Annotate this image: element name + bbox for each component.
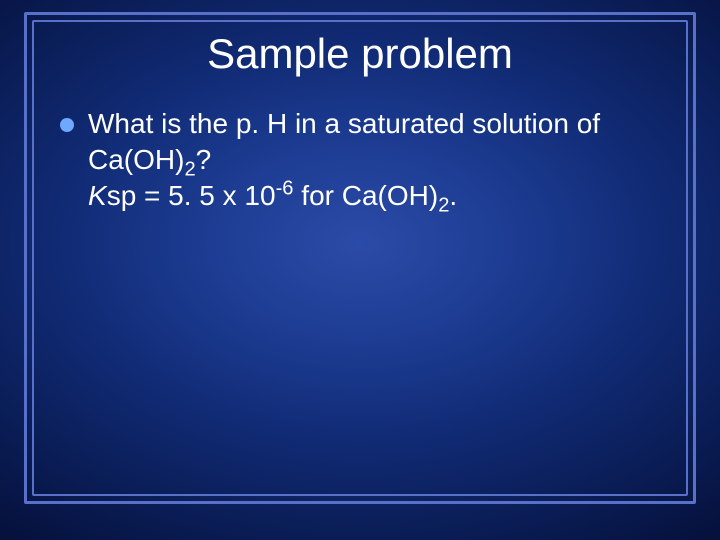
bullet-icon [60, 118, 74, 132]
text-line2-b: ? [196, 144, 212, 175]
slide: Sample problem What is the p. H in a sat… [0, 0, 720, 540]
bullet-item: What is the p. H in a saturated solution… [60, 106, 666, 213]
slide-title: Sample problem [0, 30, 720, 78]
text-line2-a: Ca(OH) [88, 144, 184, 175]
text-line2-sub: 2 [184, 158, 195, 180]
slide-content: What is the p. H in a saturated solution… [60, 106, 666, 213]
text-line3-c: . [449, 180, 457, 211]
text-line3-k: K [88, 180, 107, 211]
text-line3-a: sp = 5. 5 x 10 [107, 180, 276, 211]
frame-inner [32, 20, 688, 496]
text-line1: What is the p. H in a saturated solution… [88, 108, 600, 139]
text-line3-b: for Ca(OH) [294, 180, 439, 211]
text-line3-sub: 2 [438, 194, 449, 216]
text-line3-sup: -6 [276, 177, 294, 199]
bullet-text: What is the p. H in a saturated solution… [88, 106, 666, 213]
